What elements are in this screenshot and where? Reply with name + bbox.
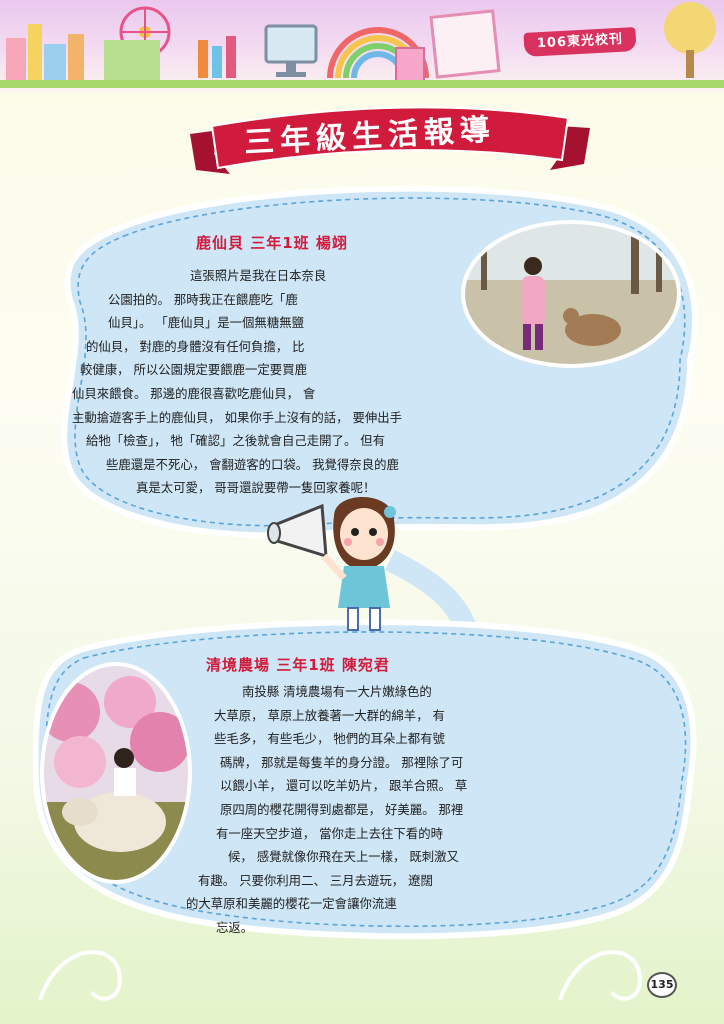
text-line: 原四周的櫻花開得到處都是， 好美麗。 那裡 bbox=[220, 801, 464, 817]
text-line: 給牠「檢查」， 牠「確認」之後就會自己走開了。 但有 bbox=[86, 433, 386, 449]
pencil-icon bbox=[226, 36, 236, 78]
text-line: 主動搶遊客手上的鹿仙貝， 如果你手上沒有的話， 要伸出手 bbox=[72, 409, 403, 425]
text-line: 這張照片是我在日本奈良 bbox=[190, 268, 327, 283]
calendar-icon bbox=[429, 9, 501, 79]
text-line: 有一座天空步道， 當你走上去往下看的時 bbox=[216, 825, 443, 841]
bottom-bubble bbox=[32, 619, 697, 940]
text-line: 以餵小羊， 還可以吃羊奶片， 跟羊合照。 草 bbox=[220, 778, 468, 794]
building-icon bbox=[104, 40, 160, 80]
section2-body: 南投縣 清境農場有一大片嫩綠色的 大草原， 草原上放養著一大群的綿羊， 有 些毛… bbox=[186, 680, 656, 940]
text-line: 忘返。 bbox=[216, 919, 254, 935]
text-line: 公園拍的。 那時我正在餵鹿吃「鹿 bbox=[108, 291, 298, 307]
swirl-decoration bbox=[558, 950, 643, 1001]
text-line: 有趣。 只要你利用二、 三月去遊玩， 遼闊 bbox=[198, 872, 433, 888]
section-heading: 清境農場 三年1班 陳宛君 bbox=[206, 656, 390, 674]
page-number: 135 bbox=[647, 972, 677, 998]
text-line: 些毛多， 有些毛少， 牠們的耳朵上都有號 bbox=[214, 731, 445, 747]
text-line: 南投縣 清境農場有一大片嫩綠色的 bbox=[242, 684, 432, 699]
building-icon bbox=[44, 44, 66, 80]
section-heading: 鹿仙貝 三年1班 楊翊 bbox=[196, 234, 348, 252]
section1-body: 這張照片是我在日本奈良 公園拍的。 那時我正在餵鹿吃「鹿 仙貝」。 「鹿仙貝」是… bbox=[72, 264, 642, 500]
text-line: 大草原， 草原上放養著一大群的綿羊， 有 bbox=[214, 707, 445, 723]
text-line: 較健康， 所以公園規定要餵鹿一定要買鹿 bbox=[80, 362, 307, 378]
building-icon bbox=[6, 38, 26, 80]
text-line: 候， 感覺就像你飛在天上一樣， 既刺激又 bbox=[228, 849, 459, 865]
text-line: 真是太可愛， 哥哥還說要帶一隻回家養呢！ bbox=[136, 480, 376, 496]
girl-megaphone-illustration bbox=[267, 496, 396, 631]
text-line: 些鹿還是不死心， 會翻遊客的口袋。 我覺得奈良的鹿 bbox=[106, 456, 399, 472]
tree-icon bbox=[664, 2, 716, 54]
pencil-icon bbox=[212, 46, 222, 78]
text-line: 仙貝來餵食。 那邊的鹿很喜歡吃鹿仙貝， 會 bbox=[72, 385, 316, 401]
dress bbox=[338, 566, 390, 608]
text-line: 的大草原和美麗的櫻花一定會讓你流連 bbox=[186, 896, 397, 912]
text-line: 的仙貝， 對鹿的身體沒有任何負擔， 比 bbox=[86, 338, 305, 354]
building-icon bbox=[68, 34, 84, 80]
text-line: 碼牌， 那就是每隻羊的身分證。 那裡除了可 bbox=[220, 754, 464, 770]
deer-photo bbox=[461, 220, 681, 368]
title-ribbon bbox=[190, 106, 590, 174]
swirl-decoration bbox=[38, 950, 123, 1001]
pencil-icon bbox=[198, 40, 208, 78]
text-line: 仙貝」。 「鹿仙貝」是一個無糖無鹽 bbox=[108, 315, 304, 331]
header-illustration bbox=[0, 2, 724, 88]
building-icon bbox=[28, 24, 42, 80]
hair-bow-icon bbox=[384, 506, 396, 518]
sheep-photo bbox=[40, 662, 192, 884]
